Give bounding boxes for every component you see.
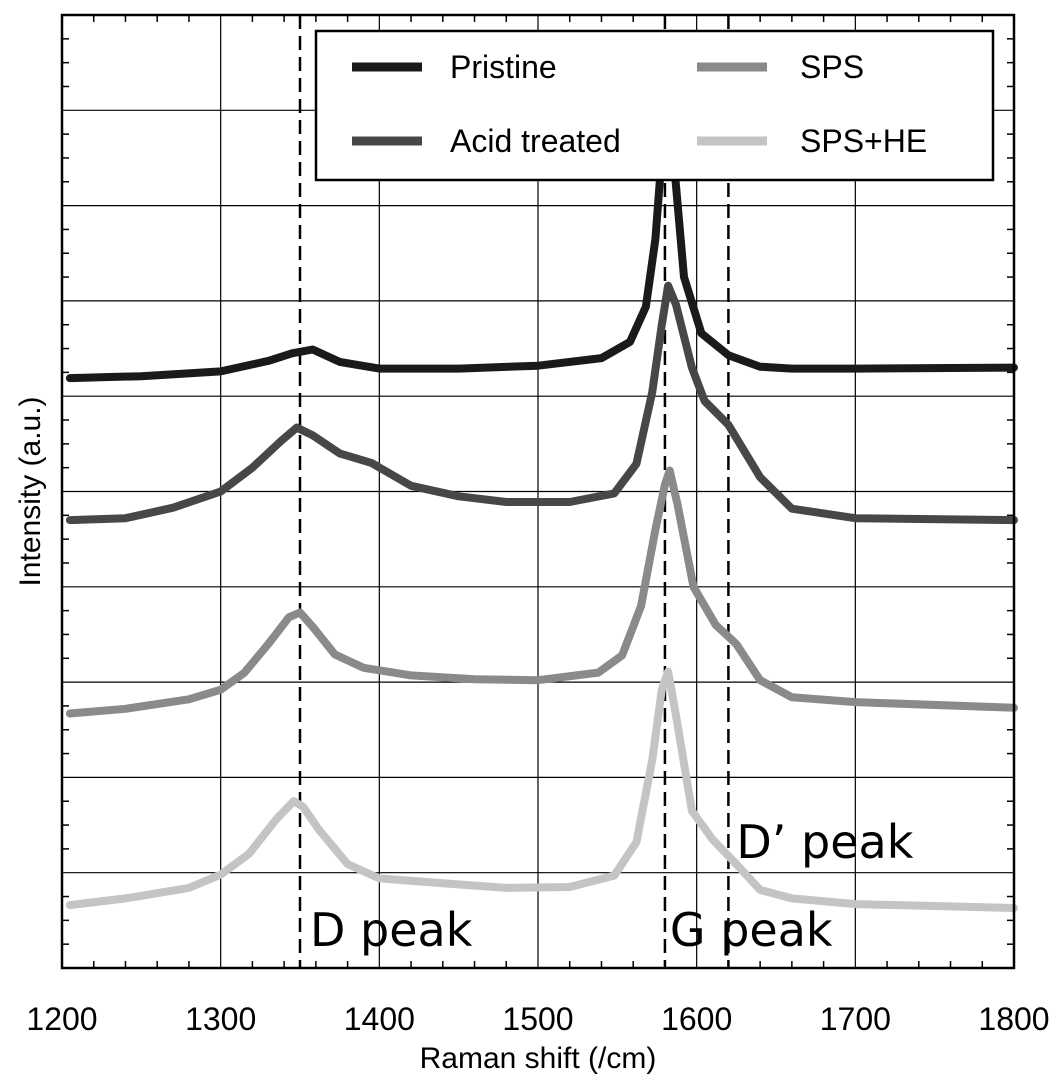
x-tick-label: 1400 bbox=[344, 1001, 415, 1037]
legend-box bbox=[314, 29, 995, 182]
x-tick-label: 1300 bbox=[185, 1001, 256, 1037]
series-line bbox=[65, 281, 1018, 525]
x-axis-title: Raman shift (/cm) bbox=[420, 1042, 657, 1075]
plot-frame bbox=[60, 13, 1016, 970]
x-tick-label: 1600 bbox=[661, 1001, 732, 1037]
x-tick-label: 1200 bbox=[26, 1001, 97, 1037]
peak-label: G peak bbox=[670, 903, 833, 957]
peak-label: D peak bbox=[310, 903, 473, 957]
legend-label: Pristine bbox=[450, 49, 557, 85]
legend-label: Acid treated bbox=[450, 123, 621, 159]
x-tick-label: 1700 bbox=[820, 1001, 891, 1037]
peak-label: D’ peak bbox=[736, 815, 913, 869]
x-tick-label: 1500 bbox=[502, 1001, 573, 1037]
series-line bbox=[65, 112, 1018, 383]
legend-label: SPS bbox=[800, 49, 864, 85]
legend-label: SPS+HE bbox=[800, 123, 927, 159]
x-tick-label: 1800 bbox=[978, 1001, 1049, 1037]
y-axis-title: Intensity (a.u.) bbox=[14, 396, 47, 586]
series-lines bbox=[65, 112, 1018, 912]
peak-labels: D peak G peak D’ peak bbox=[310, 815, 914, 957]
series-line bbox=[65, 466, 1018, 718]
series-line bbox=[65, 667, 1018, 912]
x-tick-labels: 1200 1300 1400 1500 1600 1700 1800 bbox=[26, 1001, 1049, 1037]
legend: Pristine Acid treated SPS SPS+HE bbox=[314, 29, 995, 182]
